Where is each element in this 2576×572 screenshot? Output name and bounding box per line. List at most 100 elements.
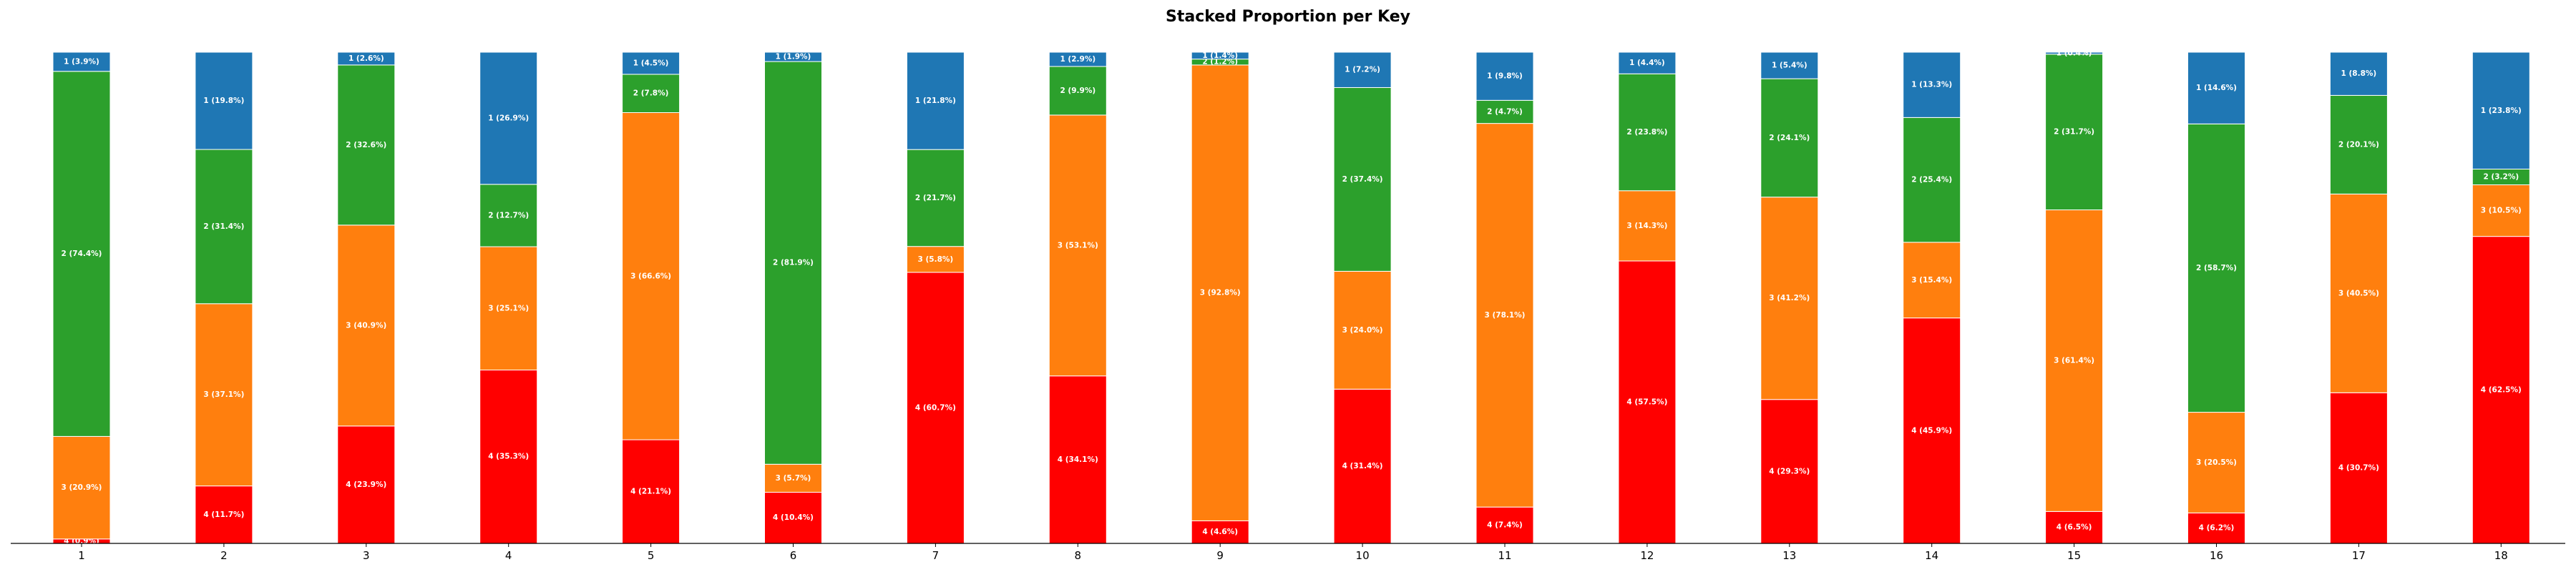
segment-label-1-2: 2 (74.4%)	[62, 250, 102, 258]
segment-label-2-1: 1 (19.8%)	[203, 97, 244, 105]
bar-segment-16-4	[2187, 512, 2245, 544]
segment-label-14-4: 4 (45.9%)	[1911, 426, 1952, 435]
segment-label-7-1: 1 (21.8%)	[915, 97, 956, 105]
bar-segment-4-4	[479, 369, 538, 544]
segment-label-7-2: 2 (21.7%)	[915, 194, 956, 202]
segment-label-11-3: 3 (78.1%)	[1485, 311, 1526, 320]
segment-label-6-3: 3 (5.7%)	[776, 474, 811, 483]
bar-segment-13-3	[1760, 197, 1819, 400]
bar-segment-7-4	[906, 272, 965, 544]
bar-segment-13-1	[1760, 51, 1819, 79]
bar-segment-7-3	[906, 246, 965, 273]
segment-label-8-3: 3 (53.1%)	[1058, 241, 1098, 250]
segment-label-13-2: 2 (24.1%)	[1769, 134, 1810, 142]
segment-label-11-4: 4 (7.4%)	[1487, 521, 1523, 530]
bar-segment-6-2	[764, 61, 822, 465]
x-tick-label-7: 7	[932, 549, 940, 562]
bar-group-14: 4 (45.9%) 3 (15.4%) 2 (25.4%) 1 (13.3%)	[1903, 51, 1961, 544]
segment-label-12-2: 2 (23.8%)	[1626, 128, 1667, 137]
bar-group-1: 4 (0.9%)3 (20.9%)2 (74.4%)1 (3.9%)	[52, 51, 111, 546]
bar-segment-12-3	[1618, 190, 1677, 262]
bar-segment-6-1	[764, 51, 822, 62]
x-tick-label-1: 1	[78, 549, 85, 562]
segment-label-9-3: 3 (92.8%)	[1200, 289, 1241, 297]
segment-label-15-4: 4 (6.5%)	[2057, 523, 2092, 532]
bar-segment-1-2	[52, 71, 111, 437]
segment-label-4-3: 3 (25.1%)	[488, 304, 529, 312]
bar-segment-15-4	[2045, 511, 2104, 544]
bar-segment-8-4	[1048, 375, 1107, 544]
segment-label-13-1: 1 (5.4%)	[1772, 61, 1807, 70]
x-tick-label-9: 9	[1216, 549, 1224, 562]
x-tick-label-4: 4	[505, 549, 512, 562]
bar-segment-15-2	[2045, 54, 2104, 211]
segment-label-7-3: 3 (5.8%)	[918, 255, 954, 264]
segment-label-4-1: 1 (26.9%)	[488, 114, 529, 122]
bar-segment-4-1	[479, 51, 538, 185]
bar-segment-11-3	[1475, 123, 1534, 508]
bar-segment-3-2	[337, 64, 396, 226]
bar-segment-8-2	[1048, 66, 1107, 116]
segment-label-8-4: 4 (34.1%)	[1058, 455, 1098, 464]
segment-label-16-1: 1 (14.6%)	[2196, 84, 2237, 92]
bar-segment-5-2	[622, 74, 680, 114]
bar-segment-7-1	[906, 51, 965, 150]
bar-segment-14-1	[1903, 51, 1961, 118]
x-tick-label-13: 13	[1782, 549, 1796, 562]
segment-label-16-4: 4 (6.2%)	[2199, 524, 2235, 533]
bar-segment-10-2	[1333, 87, 1392, 272]
bar-segment-8-1	[1048, 51, 1107, 67]
bar-group-13: 4 (29.3%) 3 (41.2%) 2 (24.1%) 1 (5.4%)	[1760, 51, 1819, 544]
segment-label-4-4: 4 (35.3%)	[488, 453, 529, 461]
bar-group-15: 4 (6.5%) 3 (61.4%) 2 (31.7%) 1 (0.4%)	[2045, 49, 2104, 544]
bar-segment-12-2	[1618, 73, 1677, 192]
segment-label-1-1: 1 (3.9%)	[64, 57, 99, 66]
bar-segment-10-1	[1333, 51, 1392, 88]
bar-group-9: 4 (4.6%) 3 (92.8%) 2 (1.2%)1 (1.4%)	[1191, 51, 1249, 544]
segment-label-9-2: 2 (1.2%)	[1202, 58, 1238, 66]
segment-label-18-4: 4 (62.5%)	[2481, 385, 2522, 394]
segment-label-18-3: 3 (10.5%)	[2481, 207, 2522, 215]
segment-label-10-1: 1 (7.2%)	[1345, 66, 1380, 74]
x-tick-label-8: 8	[1075, 549, 1082, 562]
bar-segment-10-4	[1333, 388, 1392, 544]
segment-label-16-2: 2 (58.7%)	[2196, 264, 2237, 272]
segment-label-12-4: 4 (57.5%)	[1626, 398, 1667, 406]
segment-label-17-3: 3 (40.5%)	[2338, 289, 2379, 297]
segment-label-14-2: 2 (25.4%)	[1911, 176, 1952, 184]
bar-segment-16-3	[2187, 412, 2245, 513]
segment-label-2-4: 4 (11.7%)	[203, 511, 244, 519]
segment-label-9-4: 4 (4.6%)	[1202, 528, 1238, 536]
segment-label-5-3: 3 (66.6%)	[630, 272, 671, 280]
bar-segment-13-4	[1760, 399, 1819, 544]
segment-label-10-2: 2 (37.4%)	[1342, 175, 1383, 184]
segment-label-15-2: 2 (31.7%)	[2054, 128, 2094, 137]
bar-segment-12-1	[1618, 51, 1677, 74]
bar-group-17: 4 (30.7%) 3 (40.5%) 2 (20.1%) 1 (8.8%)	[2329, 51, 2388, 544]
segment-label-15-1: 1 (0.4%)	[2057, 49, 2092, 57]
segment-label-10-3: 3 (24.0%)	[1342, 326, 1383, 335]
bar-group-4: 4 (35.3%) 3 (25.1%) 2 (12.7%) 1 (26.9%)	[479, 51, 538, 544]
segment-label-11-2: 2 (4.7%)	[1487, 107, 1523, 116]
bar-segment-15-1	[2045, 51, 2104, 55]
bar-group-10: 4 (31.4%) 3 (24.0%) 2 (37.4%) 1 (7.2%)	[1333, 51, 1392, 544]
bar-segment-11-2	[1475, 99, 1534, 124]
x-tick-label-14: 14	[1925, 549, 1938, 562]
segment-label-12-1: 1 (4.4%)	[1629, 59, 1665, 67]
segment-label-18-1: 1 (23.8%)	[2481, 107, 2522, 115]
bar-segment-5-4	[622, 439, 680, 544]
bar-segment-9-3	[1191, 64, 1249, 521]
bar-segment-14-3	[1903, 242, 1961, 319]
segment-label-8-1: 1 (2.9%)	[1060, 55, 1096, 64]
segment-label-17-1: 1 (8.8%)	[2341, 69, 2377, 78]
bar-group-7: 4 (60.7%) 3 (5.8%) 2 (21.7%) 1 (21.8%)	[906, 51, 965, 544]
x-tick-label-10: 10	[1356, 549, 1370, 562]
bar-group-5: 4 (21.1%) 3 (66.6%) 2 (7.8%) 1 (4.5%)	[622, 51, 680, 544]
segment-label-2-2: 2 (31.4%)	[203, 222, 244, 231]
x-tick-label-17: 17	[2352, 549, 2366, 562]
x-axis: 1 2 3 4 5 6 7 8 9 10 11 12 13 14 15 16 17 18	[11, 543, 2565, 562]
segment-label-15-3: 3 (61.4%)	[2054, 356, 2094, 365]
chart-title: Stacked Proportion per Key	[1166, 8, 1410, 26]
